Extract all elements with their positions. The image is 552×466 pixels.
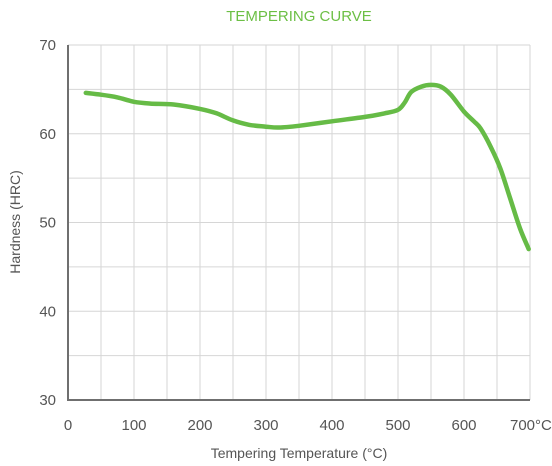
x-tick-labels: 0 100 200 300 400 500 600 700°C (64, 417, 552, 434)
x-tick-label: 200 (187, 417, 212, 434)
y-tick-label: 70 (39, 37, 56, 54)
grid-lines (68, 44, 531, 400)
x-axis-label: Tempering Temperature (°C) (211, 445, 388, 461)
axes (67, 45, 530, 401)
y-tick-labels: 30 40 50 60 70 (39, 37, 56, 409)
hardness-series-line (83, 82, 531, 252)
chart-title: TEMPERING CURVE (226, 8, 372, 25)
x-tick-label: 600 (451, 417, 476, 434)
y-tick-label: 40 (39, 303, 56, 320)
y-tick-label: 30 (39, 392, 56, 409)
x-tick-label: 400 (319, 417, 344, 434)
y-tick-label: 60 (39, 126, 56, 143)
x-tick-label: 100 (121, 417, 146, 434)
x-tick-label: 500 (385, 417, 410, 434)
x-tick-label: 300 (253, 417, 278, 434)
x-tick-label: 0 (64, 417, 72, 434)
y-tick-label: 50 (39, 215, 56, 232)
y-axis-label: Hardness (HRC) (7, 170, 23, 273)
x-tick-label: 700°C (510, 417, 552, 434)
